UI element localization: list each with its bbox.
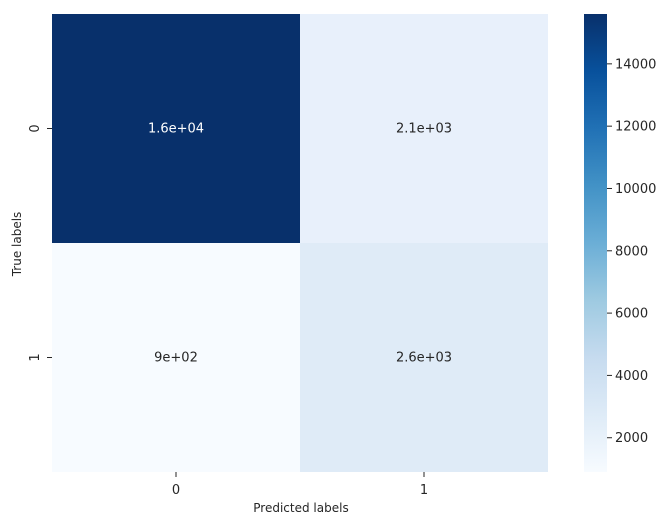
x-tick-label-0: 0: [172, 483, 180, 498]
colorbar-ticks: 2000 4000 6000 8000 10000 12000 14000: [607, 57, 656, 446]
heatmap-cell-0-0: [52, 14, 300, 243]
colorbar-tick-label-4000: 4000: [615, 369, 648, 384]
colorbar-tick-label-12000: 12000: [615, 120, 656, 135]
cell-annotation-0-0: 1.6e+04: [148, 122, 204, 137]
heatmap-cells: [52, 14, 548, 472]
heatmap-cell-1-1: [300, 243, 548, 472]
colorbar-tick-label-14000: 14000: [615, 57, 656, 72]
colorbar: [584, 14, 607, 472]
cell-annotation-1-0: 9e+02: [154, 351, 198, 366]
heatmap-annotations: 1.6e+04 2.1e+03 9e+02 2.6e+03: [148, 122, 452, 366]
heatmap-cell-1-0: [52, 243, 300, 472]
cell-annotation-0-1: 2.1e+03: [396, 122, 452, 137]
cell-annotation-1-1: 2.6e+03: [396, 351, 452, 366]
y-tick-label-0: 0: [28, 124, 43, 132]
x-tick-label-1: 1: [420, 483, 428, 498]
heatmap-cell-0-1: [300, 14, 548, 243]
y-tick-label-1: 1: [28, 353, 43, 361]
colorbar-tick-label-6000: 6000: [615, 307, 648, 322]
y-axis-label: True labels: [10, 212, 24, 278]
x-axis-label: Predicted labels: [253, 501, 348, 515]
colorbar-tick-label-10000: 10000: [615, 182, 656, 197]
y-axis-ticks: 01: [28, 124, 52, 362]
colorbar-tick-label-2000: 2000: [615, 431, 648, 446]
colorbar-tick-label-8000: 8000: [615, 244, 648, 259]
